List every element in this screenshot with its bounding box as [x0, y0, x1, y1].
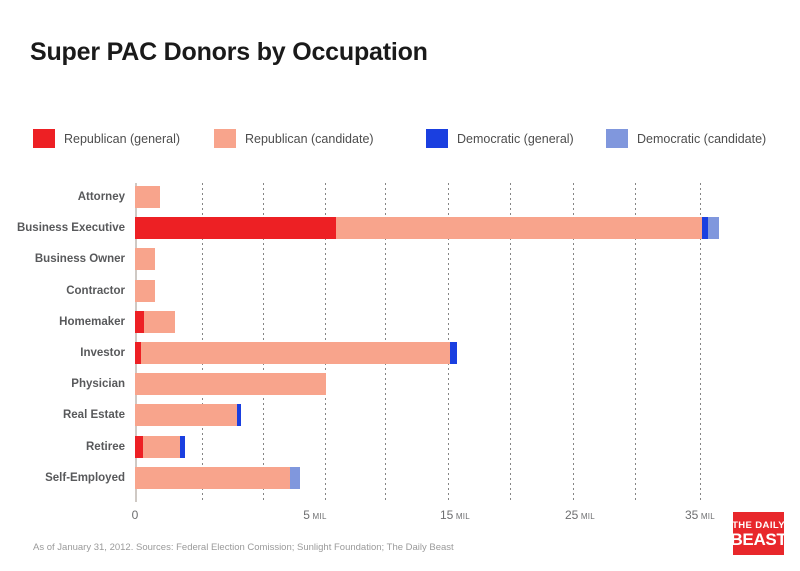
legend-item-3[interactable]: Democratic (candidate)	[606, 129, 766, 148]
gridline-8	[700, 183, 701, 502]
logo-line-2: BEAST	[730, 529, 787, 549]
source-note: As of January 31, 2012. Sources: Federal…	[33, 542, 454, 553]
legend-swatch-icon	[606, 129, 628, 148]
legend-item-label: Republican (general)	[64, 131, 181, 146]
bar-segment[interactable]	[135, 435, 143, 458]
gridline-7	[635, 183, 636, 502]
legend-item-label: Democratic (general)	[457, 131, 574, 146]
legend-swatch-icon	[214, 129, 236, 148]
legend-item-1[interactable]: Republican (candidate)	[214, 129, 374, 148]
category-label: Investor	[80, 347, 125, 359]
category-label: Homemaker	[59, 315, 125, 328]
category-label: Real Estate	[62, 409, 125, 422]
bar-row[interactable]	[135, 466, 300, 489]
logo-line-1: THE DAILY	[732, 519, 785, 531]
bar-segment[interactable]	[135, 342, 141, 364]
bar-segment[interactable]	[135, 217, 336, 240]
bar-row[interactable]	[135, 248, 155, 271]
category-label: Self-Employed	[45, 471, 125, 484]
bar-segment[interactable]	[135, 186, 160, 208]
bar-row[interactable]	[135, 435, 185, 458]
bar-segment[interactable]	[141, 342, 450, 364]
bar-row[interactable]	[135, 279, 155, 302]
category-label: Contractor	[66, 284, 125, 297]
gridline-6	[573, 183, 574, 502]
legend-swatch-icon	[33, 129, 55, 148]
x-axis-tick-label: 15 MIL	[439, 508, 471, 522]
category-label: Business Owner	[34, 253, 125, 266]
x-axis-tick-label: 25 MIL	[564, 508, 596, 522]
bar-segment[interactable]	[237, 404, 241, 427]
x-axis-tick-label: 0	[131, 508, 139, 522]
bar-row[interactable]	[135, 217, 719, 240]
bar-segment[interactable]	[135, 373, 326, 396]
bar-segment[interactable]	[135, 310, 144, 333]
bar-segment[interactable]	[135, 279, 155, 302]
category-label: Attorney	[77, 191, 125, 203]
bar-segment[interactable]	[290, 466, 300, 489]
bar-segment[interactable]	[135, 404, 237, 427]
bar-row[interactable]	[135, 310, 175, 333]
legend-item-0[interactable]: Republican (general)	[33, 129, 180, 148]
bar-segment[interactable]	[450, 342, 457, 364]
legend-item-2[interactable]: Democratic (general)	[426, 129, 574, 148]
bar-row[interactable]	[135, 342, 457, 364]
legend-swatch-icon	[426, 129, 448, 148]
bar-row[interactable]	[135, 404, 241, 427]
x-axis-tick-label: 5 MIL	[303, 508, 327, 522]
bar-segment[interactable]	[336, 217, 702, 240]
plot-area	[135, 183, 720, 502]
gridline-5	[510, 183, 511, 502]
bar-row[interactable]	[135, 373, 326, 396]
daily-beast-logo[interactable]: THE DAILY BEAST	[730, 510, 787, 557]
bar-segment[interactable]	[708, 217, 719, 240]
category-label: Business Executive	[16, 222, 125, 235]
bar-segment[interactable]	[135, 466, 290, 489]
bar-segment[interactable]	[143, 435, 180, 458]
category-label: Physician	[71, 378, 125, 391]
legend-item-label: Republican (candidate)	[245, 131, 374, 146]
bar-segment[interactable]	[144, 310, 175, 333]
legend-item-label: Democratic (candidate)	[637, 131, 767, 146]
page-title: Super PAC Donors by Occupation	[30, 38, 428, 66]
bar-row[interactable]	[135, 186, 160, 208]
bar-segment[interactable]	[135, 248, 155, 271]
bar-segment[interactable]	[180, 435, 185, 458]
bar-segment[interactable]	[702, 217, 708, 240]
x-axis-tick-label: 35 MIL	[684, 508, 716, 522]
category-label: Retiree	[86, 440, 125, 453]
